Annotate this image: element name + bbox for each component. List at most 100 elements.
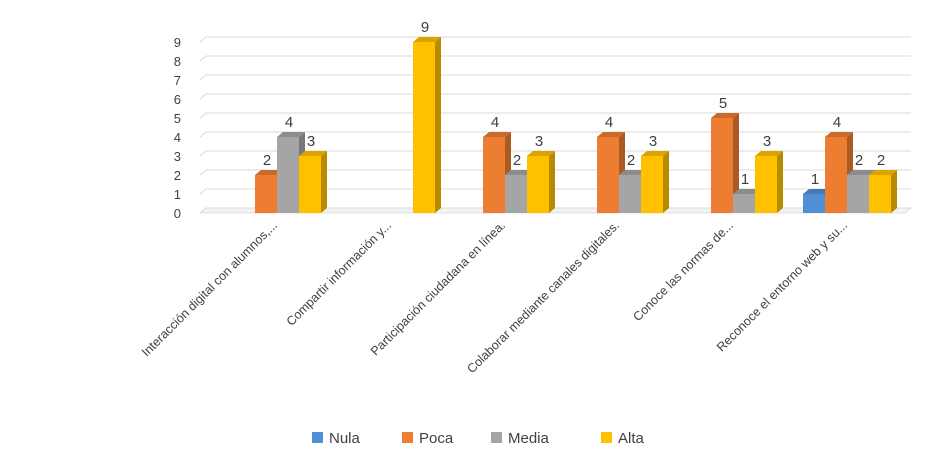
bar-front bbox=[483, 137, 505, 213]
data-label: 3 bbox=[307, 133, 315, 150]
y-tick-label: 6 bbox=[174, 92, 181, 107]
bar-top bbox=[277, 132, 305, 137]
gridline-side bbox=[199, 169, 207, 176]
legend-label: Media bbox=[508, 430, 550, 447]
data-label: 4 bbox=[833, 114, 841, 131]
data-label: 3 bbox=[649, 133, 657, 150]
bar-poca-4 bbox=[711, 113, 739, 213]
gridline-side bbox=[199, 131, 207, 138]
bar-top bbox=[847, 170, 875, 175]
legend-item-nula: Nula bbox=[312, 430, 361, 447]
bar-side bbox=[733, 113, 739, 213]
y-tick-label: 2 bbox=[174, 168, 181, 183]
data-label: 2 bbox=[877, 152, 885, 169]
bar-front bbox=[597, 137, 619, 213]
data-label: 3 bbox=[763, 133, 771, 150]
bar-top bbox=[597, 132, 625, 137]
category-label: Compartir información y... bbox=[284, 218, 394, 328]
bar-front bbox=[277, 137, 299, 213]
bar-front bbox=[847, 175, 869, 213]
bar-top bbox=[803, 189, 831, 194]
gridline-side bbox=[199, 93, 207, 100]
gridline-side bbox=[199, 207, 207, 214]
bar-front bbox=[505, 175, 527, 213]
y-tick-label: 4 bbox=[174, 130, 181, 145]
bar-alta-2 bbox=[527, 151, 555, 213]
bar-front bbox=[413, 42, 435, 213]
data-label: 4 bbox=[605, 114, 613, 131]
legend-swatch bbox=[601, 432, 612, 443]
y-tick-label: 5 bbox=[174, 111, 181, 126]
legend-label: Alta bbox=[618, 430, 645, 447]
bar-front bbox=[641, 156, 663, 213]
bar-front bbox=[869, 175, 891, 213]
data-label: 2 bbox=[855, 152, 863, 169]
bar-top bbox=[619, 170, 647, 175]
data-label: 3 bbox=[535, 133, 543, 150]
category-label: Participación ciudadana en línea. bbox=[368, 218, 508, 358]
gridline-side bbox=[199, 150, 207, 157]
data-label: 4 bbox=[285, 114, 293, 131]
category-label: Conoce las normas de... bbox=[630, 218, 736, 324]
bar-top bbox=[255, 170, 283, 175]
y-tick-label: 7 bbox=[174, 73, 181, 88]
bar-front bbox=[299, 156, 321, 213]
bar-front bbox=[711, 118, 733, 213]
bar-side bbox=[549, 151, 555, 213]
bar-top bbox=[825, 132, 853, 137]
bar-top bbox=[527, 151, 555, 156]
bar-top bbox=[413, 37, 441, 42]
bar-front bbox=[255, 175, 277, 213]
bar-side bbox=[891, 170, 897, 213]
bar-top bbox=[755, 151, 783, 156]
data-label: 5 bbox=[719, 95, 727, 112]
bar-top bbox=[711, 113, 739, 118]
gridline-side bbox=[199, 55, 207, 62]
data-label: 1 bbox=[741, 171, 749, 188]
bar-alta-0 bbox=[299, 151, 327, 213]
gridline-side bbox=[199, 188, 207, 195]
bar-front bbox=[619, 175, 641, 213]
data-label: 1 bbox=[811, 171, 819, 188]
legend-label: Poca bbox=[419, 430, 454, 447]
bar-front bbox=[803, 194, 825, 213]
legend-swatch bbox=[312, 432, 323, 443]
bar-alta-5 bbox=[869, 170, 897, 213]
gridline-side bbox=[199, 74, 207, 81]
y-tick-label: 3 bbox=[174, 149, 181, 164]
bar-front bbox=[825, 137, 847, 213]
legend-label: Nula bbox=[329, 430, 361, 447]
bar-side bbox=[321, 151, 327, 213]
data-label: 2 bbox=[513, 152, 521, 169]
bar-top bbox=[869, 170, 897, 175]
bar-alta-4 bbox=[755, 151, 783, 213]
bar-side bbox=[663, 151, 669, 213]
data-label: 4 bbox=[491, 114, 499, 131]
legend-item-alta: Alta bbox=[601, 430, 645, 447]
y-tick-label: 0 bbox=[174, 206, 181, 221]
gridline-side bbox=[199, 112, 207, 119]
bar-top bbox=[299, 151, 327, 156]
bar-front bbox=[755, 156, 777, 213]
bar-side bbox=[777, 151, 783, 213]
legend-item-media: Media bbox=[491, 430, 550, 447]
bar-alta-1 bbox=[413, 37, 441, 213]
data-label: 2 bbox=[627, 152, 635, 169]
y-tick-label: 9 bbox=[174, 35, 181, 50]
y-tick-label: 1 bbox=[174, 187, 181, 202]
bar-top bbox=[733, 189, 761, 194]
bar-top bbox=[641, 151, 669, 156]
category-label: Interacción digital con alumnos,... bbox=[139, 218, 280, 359]
bar-side bbox=[435, 37, 441, 213]
bar-front bbox=[733, 194, 755, 213]
data-label: 9 bbox=[421, 19, 429, 36]
legend-item-poca: Poca bbox=[402, 430, 454, 447]
y-tick-label: 8 bbox=[174, 54, 181, 69]
data-label: 2 bbox=[263, 152, 271, 169]
bar-top bbox=[483, 132, 511, 137]
bar-top bbox=[505, 170, 533, 175]
category-label: Reconoce el entorno web y su... bbox=[714, 218, 850, 354]
legend-swatch bbox=[491, 432, 502, 443]
